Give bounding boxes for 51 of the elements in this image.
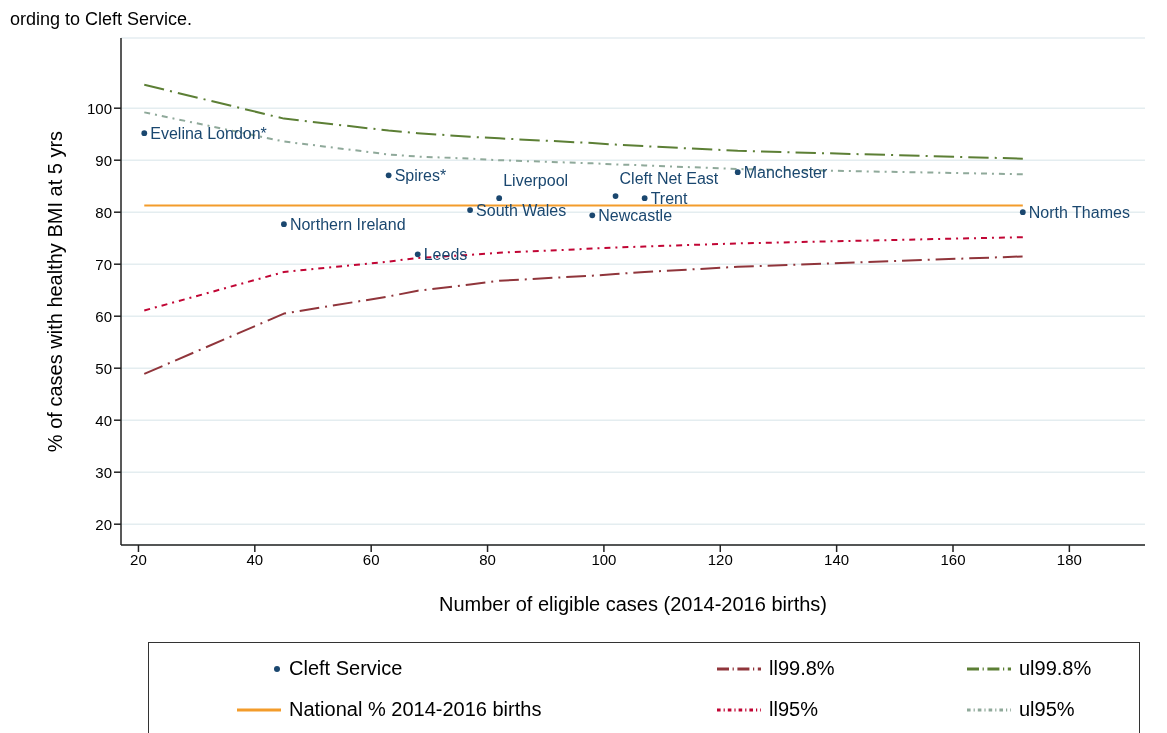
- data-label: Cleft Net East: [619, 170, 719, 188]
- data-label: Trent: [650, 189, 688, 207]
- point: [281, 221, 287, 228]
- y-tick-label: 50: [95, 359, 112, 377]
- point: [496, 195, 503, 202]
- y-axis-title: % of cases with healthy BMI at 5 yrs: [44, 130, 66, 453]
- x-tick-label: 100: [591, 550, 617, 568]
- legend-label: Cleft Service: [289, 657, 403, 680]
- data-label: Liverpool: [503, 172, 569, 190]
- data-label: Spires*: [394, 166, 447, 184]
- y-tick-label: 100: [86, 99, 112, 117]
- x-tick-label: 180: [1056, 550, 1082, 568]
- x-tick-label: 40: [246, 550, 264, 568]
- x-tick-label: 140: [824, 550, 850, 568]
- point: [467, 207, 473, 213]
- data-label: Northern Ireland: [289, 215, 406, 233]
- x-axis-title: Number of eligible cases (2014-2016 births): [439, 593, 827, 615]
- y-tick-label: 90: [95, 151, 112, 169]
- x-tick-label: 60: [362, 550, 380, 568]
- text: ording to Cleft Service.: [10, 9, 193, 29]
- line-series: [143, 236, 1024, 312]
- legend-label: National % 2014-2016 births: [289, 698, 542, 721]
- point: [734, 169, 741, 176]
- data-label: Evelina London*: [150, 124, 267, 142]
- data-label: North Thames: [1028, 203, 1130, 221]
- legend-label: ul95%: [1019, 698, 1075, 721]
- x-tick-label: 80: [479, 550, 496, 568]
- data-label: Leeds: [423, 245, 468, 263]
- y-tick-label: 80: [95, 203, 112, 221]
- data-label: South Wales: [476, 201, 567, 219]
- x-tick-label: 160: [940, 550, 966, 568]
- data-label: Manchester: [743, 163, 828, 181]
- line-series: [143, 83, 1024, 160]
- x-tick-label: 20: [130, 550, 147, 568]
- point: [612, 193, 619, 199]
- legend-label: ul99.8%: [1019, 657, 1092, 680]
- point: [1019, 209, 1026, 216]
- point: [141, 130, 148, 137]
- point: [385, 172, 392, 179]
- legend-label: ll95%: [769, 698, 818, 721]
- y-tick-label: 60: [95, 307, 112, 325]
- point: [641, 195, 648, 202]
- point: [589, 212, 596, 219]
- y-tick-label: 30: [95, 463, 112, 481]
- x-tick-label: 120: [707, 550, 733, 568]
- y-tick-label: 20: [95, 515, 112, 533]
- legend-label: ll99.8%: [769, 657, 835, 680]
- point: [414, 251, 421, 258]
- data-label: Newcastle: [598, 206, 673, 224]
- y-tick-label: 40: [95, 411, 112, 429]
- y-tick-label: 70: [95, 255, 112, 273]
